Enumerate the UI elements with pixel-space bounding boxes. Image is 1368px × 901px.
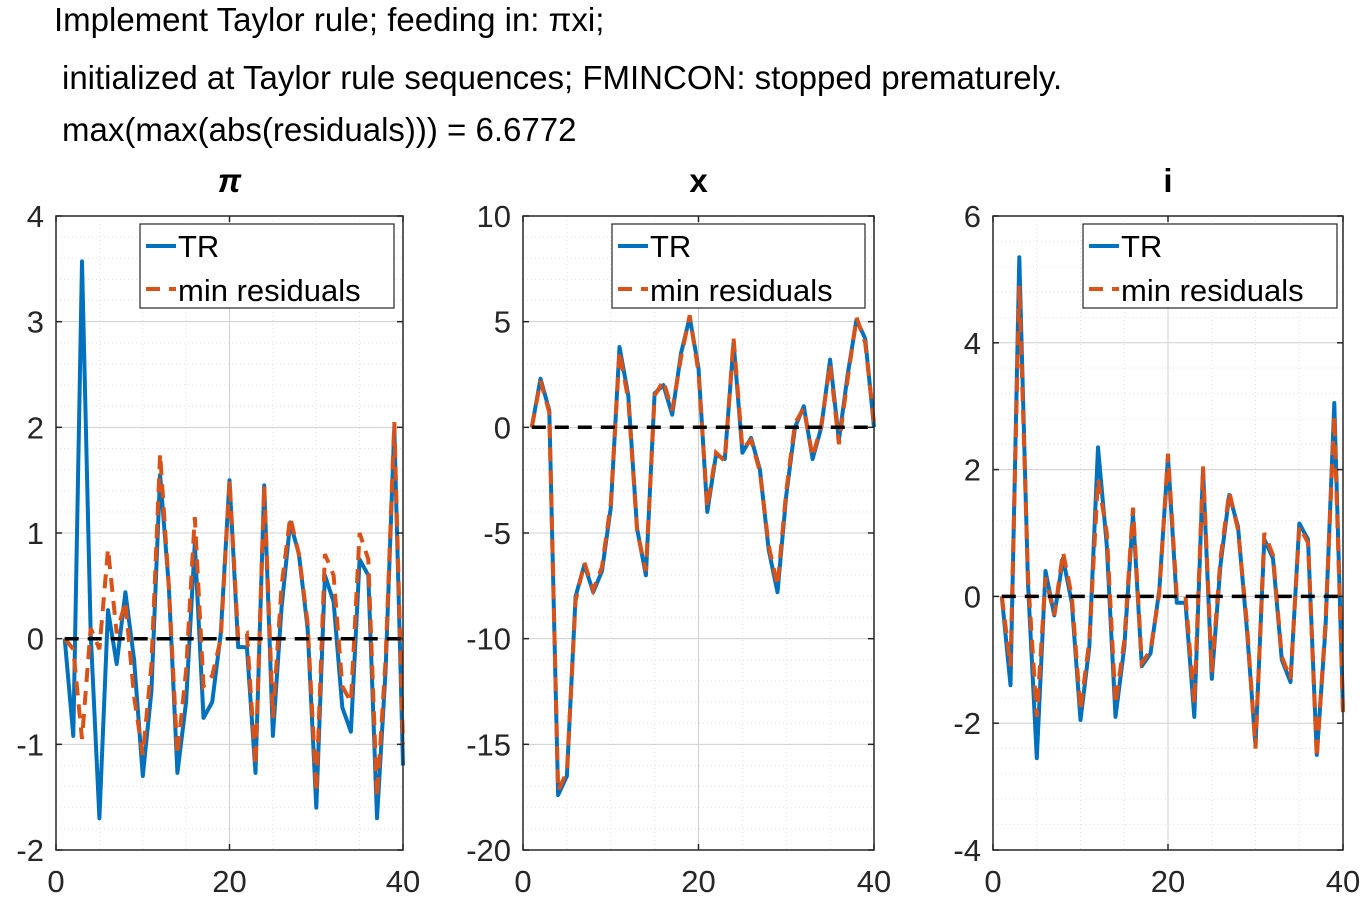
x-tick-label: 40 <box>857 864 891 899</box>
legend-box <box>1082 223 1338 309</box>
legend-label-min-residuals: min residuals <box>1121 273 1304 308</box>
panel-title: π <box>218 162 242 199</box>
y-tick-label: -4 <box>953 833 981 868</box>
x-tick-label: 0 <box>984 864 1001 899</box>
y-tick-label: -5 <box>483 516 511 551</box>
x-tick-label: 20 <box>681 864 715 899</box>
series-line-min-residuals <box>999 285 1345 759</box>
panel-title: x <box>689 162 708 199</box>
panel-title: i <box>1163 162 1172 199</box>
legend-label-TR: TR <box>650 229 691 264</box>
legend-label-min-residuals: min residuals <box>650 273 833 308</box>
panel-3: -4 -2 0 2 4 6 0 20 40 iTR min residuals <box>953 162 1360 899</box>
y-tick-label: 2 <box>964 453 981 488</box>
legend-label-TR: TR <box>178 229 219 264</box>
x-tick-label: 0 <box>47 864 64 899</box>
y-tick-label: 1 <box>27 516 44 551</box>
x-tick-label: 20 <box>1151 864 1185 899</box>
y-tick-label: 5 <box>494 305 511 340</box>
x-tick-label: 0 <box>514 864 531 899</box>
y-tick-label: -2 <box>953 706 981 741</box>
series-line-min-residuals <box>63 422 405 798</box>
legend-label-min-residuals: min residuals <box>178 273 361 308</box>
x-tick-label: 20 <box>212 864 246 899</box>
y-tick-label: 2 <box>27 410 44 445</box>
series-line-TR <box>999 255 1345 761</box>
y-tick-label: 4 <box>27 199 44 234</box>
panel-2: -20 -15 -10 -5 0 5 10 0 20 40 x TR min residuals <box>466 162 891 899</box>
legend-box <box>611 223 866 309</box>
legend-box <box>139 223 395 309</box>
figure-title-line-2: initialized at Taylor rule sequences; FM… <box>62 59 1063 96</box>
y-tick-label: -1 <box>16 727 44 762</box>
y-tick-label: 0 <box>27 622 44 657</box>
figure-title-line-1: Implement Taylor rule; feeding in: πxi; <box>54 1 605 38</box>
legend-label-TR: TR <box>1121 229 1162 264</box>
y-tick-label: -2 <box>16 833 44 868</box>
figure-title-line-3: max(max(abs(residuals))) = 6.6772 <box>62 111 577 148</box>
y-tick-label: -20 <box>466 833 511 868</box>
y-tick-label: 3 <box>27 305 44 340</box>
y-tick-label: 0 <box>964 579 981 614</box>
x-tick-label: 40 <box>386 864 420 899</box>
y-tick-label: 4 <box>964 326 981 361</box>
y-tick-label: 6 <box>964 199 981 234</box>
x-tick-label: 40 <box>1326 864 1360 899</box>
y-tick-label: -15 <box>466 727 511 762</box>
series-line-min-residuals <box>529 314 876 792</box>
y-tick-label: -10 <box>466 622 511 657</box>
y-tick-label: 10 <box>477 199 511 234</box>
y-tick-label: 0 <box>494 410 511 445</box>
